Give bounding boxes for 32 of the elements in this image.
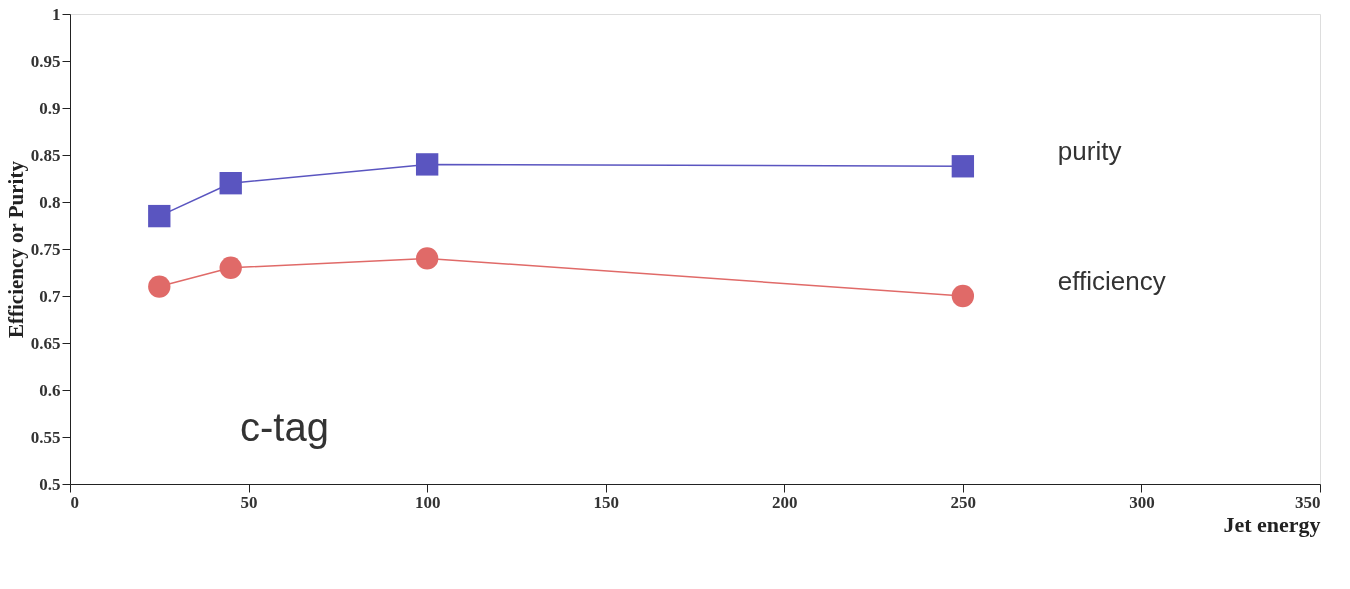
point — [219, 172, 242, 195]
point — [415, 247, 439, 270]
y-tick-label: 0.55 — [30, 427, 61, 447]
x-tick-label: 150 — [593, 492, 619, 512]
y-tick-label: 0.85 — [30, 145, 61, 165]
annotation: c-tag — [240, 405, 329, 449]
point — [415, 153, 439, 176]
y-tick-label: 0.6 — [39, 380, 61, 400]
y-tick-label: 0.8 — [39, 192, 61, 212]
point — [148, 275, 171, 298]
y-tick-label: 0.95 — [30, 51, 61, 71]
x-tick-label: 300 — [1129, 492, 1155, 512]
point — [951, 284, 975, 308]
point — [951, 155, 975, 178]
text: purity — [1057, 136, 1122, 167]
y-tick-label: 0.65 — [30, 333, 61, 353]
x-tick-label: 0 — [70, 492, 79, 512]
y-tick-label: 1 — [52, 4, 61, 24]
x-tick-label: 350 — [1295, 492, 1321, 512]
y-tick-label: 0.9 — [39, 98, 61, 118]
point — [148, 204, 171, 228]
x-tick-label: 200 — [772, 492, 798, 512]
y-tick-label: 0.7 — [39, 286, 61, 306]
point — [219, 256, 242, 279]
x-tick-label: 250 — [950, 492, 977, 512]
x-tick-label: 50 — [240, 492, 258, 512]
x-axis-title: Jet energy — [1223, 511, 1321, 537]
x-tick-label: 100 — [414, 492, 441, 512]
y-axis-title: Efficiency or Purity — [3, 160, 28, 338]
text: efficiency — [1057, 266, 1166, 296]
y-tick-label: 0.5 — [39, 474, 61, 494]
y-tick-label: 0.75 — [30, 239, 61, 259]
